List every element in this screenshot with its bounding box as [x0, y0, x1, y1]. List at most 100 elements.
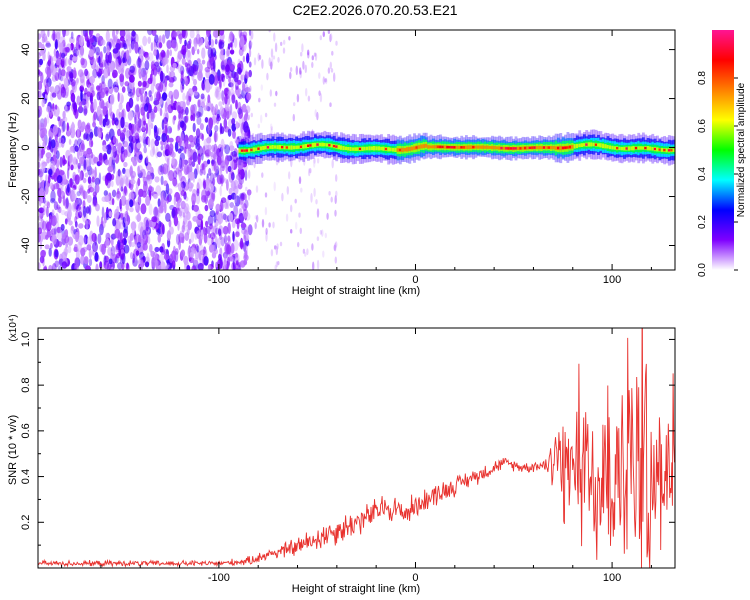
spectrogram-cell	[247, 114, 250, 121]
spectrogram-cell	[47, 51, 50, 61]
spectrogram-cell	[41, 250, 46, 257]
spectrogram-cell	[218, 228, 222, 236]
spectrogram-cell	[299, 227, 302, 234]
spectrogram-cell	[191, 265, 197, 270]
spectrogram-cell	[394, 147, 397, 152]
spectrogram-cell	[65, 56, 68, 67]
spectrogram-cell	[257, 123, 260, 129]
spectrogram-cell	[224, 201, 228, 210]
spectrogram-chart: -100 0 100 -40 -20 0 20 40 Height of straight l…	[7, 29, 747, 297]
spectrogram-cell	[57, 241, 63, 248]
spectrogram-cell	[177, 104, 182, 114]
spectrogram-cell	[60, 86, 66, 98]
spectrogram-cell	[168, 70, 172, 80]
spectrogram-cell	[134, 114, 137, 125]
spectrogram-cell	[288, 145, 291, 150]
spectrogram-cell	[89, 92, 94, 104]
spectrogram-cell	[45, 180, 50, 191]
spectrogram-cell	[115, 43, 121, 50]
spectrogram-cell	[81, 143, 85, 151]
spectrogram-cell	[216, 86, 222, 93]
spectrogram-cell	[99, 261, 103, 269]
spectrogram-cell	[90, 140, 94, 147]
spectrogram-cell	[44, 244, 50, 250]
spectrogram-cell	[240, 122, 244, 129]
spectrogram-cell	[220, 126, 225, 134]
spectrogram-cell	[228, 212, 234, 222]
spectrogram-cell	[204, 66, 211, 73]
spectrogram-cell	[245, 244, 248, 255]
spectrogram-cell	[462, 146, 466, 149]
spectrogram-cell	[184, 207, 189, 218]
spectrogram-cell	[165, 212, 171, 222]
spectrogram-cell	[193, 257, 199, 266]
spectrogram-cell	[259, 146, 263, 151]
spectrogram-cell	[265, 232, 268, 242]
spectrogram-cell	[274, 42, 278, 53]
spectrogram-cell	[275, 159, 279, 166]
spectrogram-cell	[171, 259, 176, 270]
spectrogram-cell	[251, 132, 255, 141]
spectrogram-cell	[72, 67, 77, 79]
spectrogram-cell	[98, 82, 103, 94]
spectrogram-cell	[594, 143, 598, 146]
spectrogram-cell	[215, 203, 221, 212]
spectrogram-cell	[88, 30, 94, 36]
spectrogram-cell	[154, 246, 160, 253]
spectrogram-cell	[146, 174, 152, 180]
spectrogram-cell	[92, 241, 98, 253]
spectrogram-cell	[285, 213, 289, 222]
spectrogram-cell	[270, 249, 274, 257]
spectrogram-cell	[121, 86, 126, 93]
spectrogram-cell	[86, 91, 91, 97]
spectrogram-cell	[48, 174, 51, 184]
spectrogram-cell	[86, 244, 92, 251]
spectrogram-cell	[656, 147, 659, 152]
spectrogram-cell	[158, 220, 162, 228]
spectrogram-cell	[99, 68, 104, 75]
spectrogram-cell	[509, 147, 513, 150]
spectrogram-cell	[224, 144, 231, 155]
spectrogram-cell	[215, 168, 220, 178]
spectrogram-cell	[53, 172, 58, 182]
spectrogram-cell	[70, 78, 76, 87]
spectrogram-cell	[105, 144, 112, 150]
spectrogram-cell	[164, 107, 169, 119]
spectrogram-cell	[145, 195, 151, 206]
spectrogram-cell	[214, 235, 218, 247]
spectrogram-cell	[229, 31, 234, 41]
spectrogram-cell	[246, 52, 250, 64]
spectrogram-cell	[210, 232, 216, 240]
spectrogram-cell	[665, 148, 669, 153]
spectrogram-cell	[39, 212, 42, 219]
spectrogram-cell	[144, 60, 150, 71]
spectrogram-cell	[173, 196, 177, 206]
spectrogram-cell	[91, 176, 95, 183]
spectrogram-cell	[349, 147, 353, 151]
spectrogram-cell	[244, 169, 248, 181]
spectrogram-cell	[229, 256, 235, 262]
spectrogram-cell	[135, 121, 141, 132]
spectrogram-cell	[227, 235, 231, 242]
spectrogram-cell	[109, 63, 114, 72]
spectrogram-cell	[254, 215, 257, 220]
spectrogram-cell	[302, 60, 305, 70]
spectrogram-cell	[72, 193, 77, 201]
spectrogram-cell	[309, 144, 313, 147]
spectrogram-cell	[51, 108, 56, 116]
spectrogram-cell	[498, 146, 501, 150]
spectrogram-plot-area	[38, 30, 675, 270]
spectrogram-cell	[219, 256, 223, 269]
spectrogram-cell	[221, 58, 227, 68]
spectrogram-cell	[298, 212, 301, 218]
spectrogram-cell	[186, 265, 191, 270]
spectrogram-cell	[103, 260, 110, 270]
spectrogram-cell	[258, 54, 262, 60]
spectrogram-cell	[261, 218, 265, 228]
spectrogram-cell	[207, 215, 214, 226]
spectrogram-cell	[197, 99, 201, 108]
spectrogram-cell	[166, 49, 170, 59]
spectrogram-cell	[67, 183, 70, 193]
spectrogram-cell	[258, 97, 261, 103]
spectrogram-cell	[344, 146, 348, 151]
